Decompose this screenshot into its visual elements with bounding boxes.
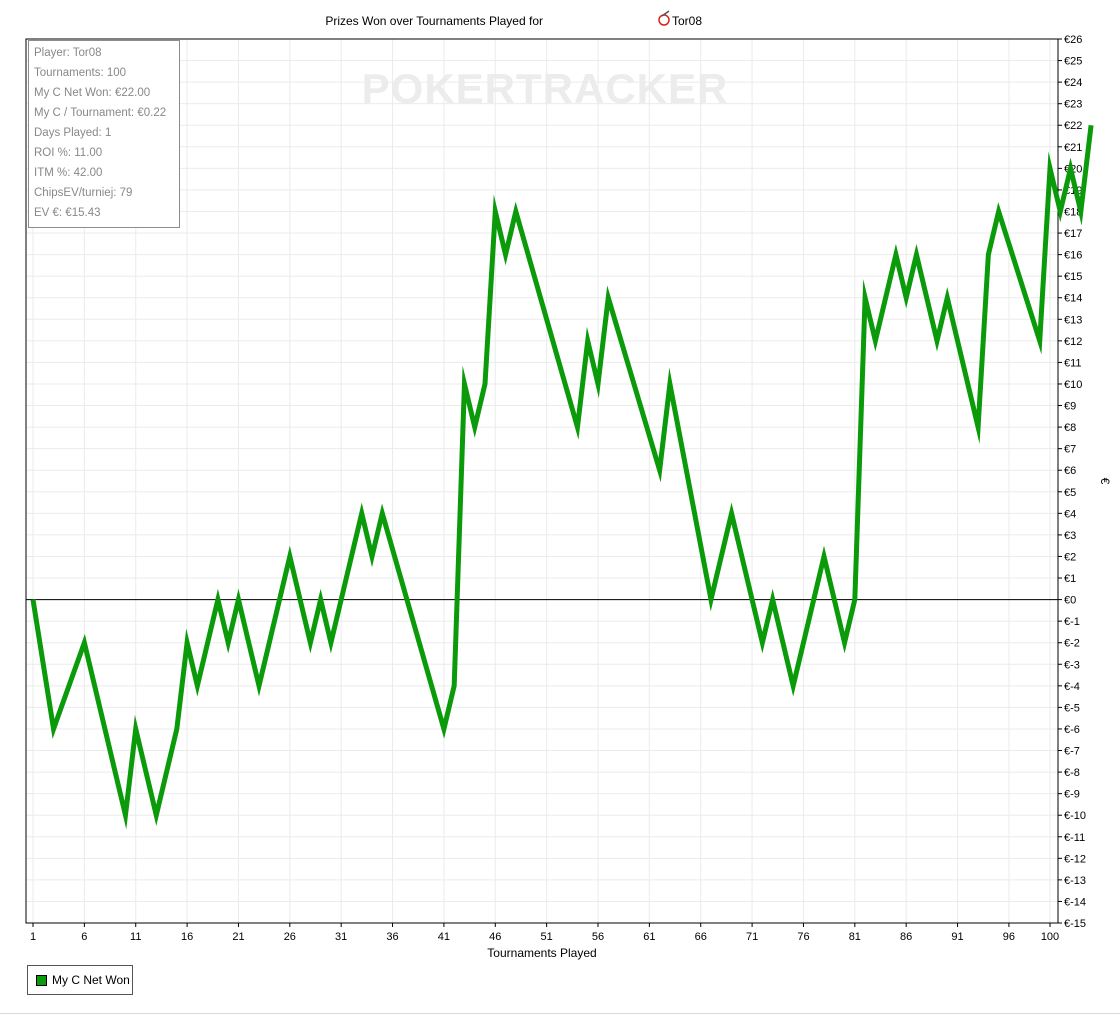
y-tick-label: €10 xyxy=(1064,379,1082,391)
y-tick-label: €23 xyxy=(1064,99,1082,111)
y-tick-label: €14 xyxy=(1064,293,1082,305)
x-tick-label: 91 xyxy=(951,931,963,943)
stat-line: EV €: €15.43 xyxy=(34,207,101,219)
stat-line: Days Played: 1 xyxy=(34,127,112,139)
y-tick-label: €5 xyxy=(1064,487,1076,499)
y-tick-label: €0 xyxy=(1064,595,1076,607)
stat-line: ITM %: 42.00 xyxy=(34,167,103,179)
y-tick-label: €21 xyxy=(1064,142,1082,154)
y-tick-label: €-3 xyxy=(1064,659,1080,671)
y-tick-label: €4 xyxy=(1064,508,1076,520)
y-tick-label: €-6 xyxy=(1064,724,1080,736)
x-tick-label: 71 xyxy=(746,931,758,943)
x-tick-label: 41 xyxy=(438,931,450,943)
stat-line: ROI %: 11.00 xyxy=(34,147,103,159)
x-tick-label: 21 xyxy=(232,931,244,943)
x-tick-label: 100 xyxy=(1041,931,1059,943)
series-line-my-c-net-won xyxy=(30,124,1094,830)
stat-line: ChipsEV/turniej: 79 xyxy=(34,187,133,199)
stat-line: My C Net Won: €22.00 xyxy=(34,87,151,99)
chart-title: Prizes Won over Tournaments Played for xyxy=(325,14,543,28)
x-tick-label: 56 xyxy=(592,931,604,943)
x-axis-title: Tournaments Played xyxy=(487,946,596,960)
y-tick-label: €3 xyxy=(1064,530,1076,542)
y-tick-label: €-1 xyxy=(1064,616,1080,628)
y-tick-label: €11 xyxy=(1064,357,1082,369)
y-tick-label: €22 xyxy=(1064,120,1082,132)
chart-title-player: Tor08 xyxy=(672,14,702,28)
watermark-logo: POKERTRACKER xyxy=(362,65,729,112)
y-tick-label: €13 xyxy=(1064,314,1082,326)
y-tick-label: €18 xyxy=(1064,206,1082,218)
stat-line: Tournaments: 100 xyxy=(34,67,127,79)
plot-area-frame xyxy=(25,38,1059,924)
y-tick-label: €-9 xyxy=(1064,789,1080,801)
x-tick-label: 6 xyxy=(81,931,87,943)
legend-label: My C Net Won xyxy=(52,973,130,987)
x-tick-label: 81 xyxy=(849,931,861,943)
y-tick-label: €26 xyxy=(1064,34,1082,46)
y-tick-label: €-14 xyxy=(1064,896,1086,908)
x-tick-label: 66 xyxy=(695,931,707,943)
x-tick-label: 76 xyxy=(797,931,809,943)
y-tick-label: €7 xyxy=(1064,444,1076,456)
bottom-rule xyxy=(0,1013,1120,1014)
y-tick-label: €-4 xyxy=(1064,681,1080,693)
y-tick-label: €-7 xyxy=(1064,746,1080,758)
y-tick-label: €-5 xyxy=(1064,702,1080,714)
stat-line: My C / Tournament: €0.22 xyxy=(34,107,167,119)
y-axis-title: € xyxy=(1098,478,1112,485)
x-tick-label: 51 xyxy=(541,931,553,943)
y-tick-label: €9 xyxy=(1064,401,1076,413)
x-tick-label: 11 xyxy=(130,931,141,943)
y-tick-label: €6 xyxy=(1064,465,1076,477)
x-tick-label: 1 xyxy=(30,931,36,943)
x-tick-label: 16 xyxy=(181,931,193,943)
y-tick-label: €15 xyxy=(1064,271,1082,283)
y-tick-label: €25 xyxy=(1064,56,1082,68)
x-tick-label: 26 xyxy=(284,931,296,943)
y-tick-label: €-2 xyxy=(1064,638,1080,650)
y-tick-label: €-8 xyxy=(1064,767,1080,779)
y-tick-label: €-11 xyxy=(1064,832,1085,844)
x-tick-label: 86 xyxy=(900,931,912,943)
y-tick-label: €17 xyxy=(1064,228,1082,240)
x-tick-label: 61 xyxy=(643,931,655,943)
y-tick-label: €16 xyxy=(1064,250,1082,262)
x-tick-label: 96 xyxy=(1003,931,1015,943)
x-tick-label: 36 xyxy=(386,931,398,943)
y-tick-label: €-12 xyxy=(1064,853,1086,865)
y-tick-label: €2 xyxy=(1064,551,1076,563)
y-tick-label: €12 xyxy=(1064,336,1082,348)
x-tick-label: 31 xyxy=(335,931,347,943)
legend-swatch xyxy=(36,974,47,986)
poker-ball-icon xyxy=(658,10,670,26)
y-tick-label: €-15 xyxy=(1064,918,1086,930)
y-tick-label: €-10 xyxy=(1064,810,1086,822)
y-tick-label: €1 xyxy=(1064,573,1076,585)
x-tick-label: 46 xyxy=(489,931,501,943)
y-tick-label: €8 xyxy=(1064,422,1076,434)
y-tick-label: €24 xyxy=(1064,77,1082,89)
stats-panel: Player: Tor08 Tournaments: 100 My C Net Wo… xyxy=(28,40,180,228)
y-tick-label: €-13 xyxy=(1064,875,1086,887)
legend: My C Net Won xyxy=(27,965,133,995)
stat-line: Player: Tor08 xyxy=(34,47,102,59)
